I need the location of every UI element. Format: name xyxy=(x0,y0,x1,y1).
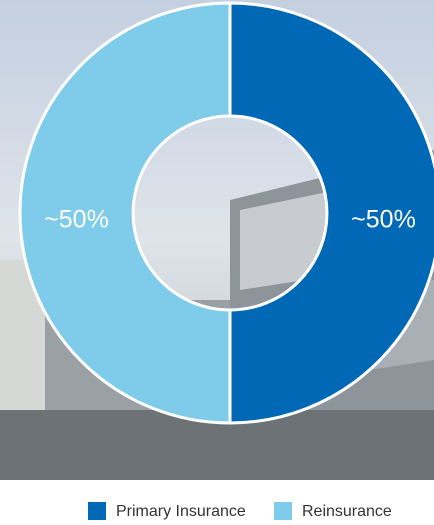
data-label: ~50% xyxy=(44,206,109,234)
legend-swatch xyxy=(88,502,106,520)
legend-swatch xyxy=(274,502,292,520)
slice xyxy=(228,1,434,425)
legend-label: Primary Insurance xyxy=(116,503,246,520)
slice xyxy=(18,1,232,425)
legend: Primary Insurance Reinsurance xyxy=(88,502,392,520)
legend-label: Reinsurance xyxy=(302,503,392,520)
donut: ~50% ~50% xyxy=(18,1,434,425)
data-label: ~50% xyxy=(351,206,416,234)
